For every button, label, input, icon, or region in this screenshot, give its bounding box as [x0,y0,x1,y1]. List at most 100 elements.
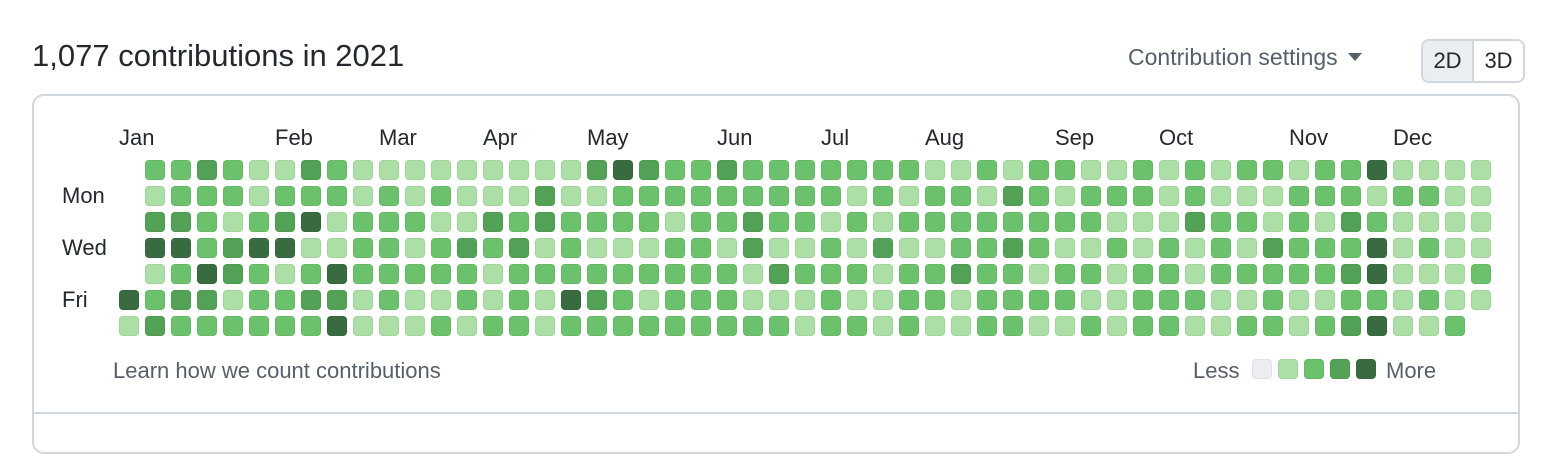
contribution-day-cell[interactable] [1055,186,1075,206]
contribution-day-cell[interactable] [1445,264,1465,284]
contribution-day-cell[interactable] [1107,290,1127,310]
contribution-day-cell[interactable] [665,186,685,206]
contribution-day-cell[interactable] [1263,212,1283,232]
contribution-day-cell[interactable] [613,264,633,284]
contribution-day-cell[interactable] [561,238,581,258]
contribution-day-cell[interactable] [457,186,477,206]
contribution-day-cell[interactable] [587,186,607,206]
contribution-day-cell[interactable] [1315,290,1335,310]
contribution-day-cell[interactable] [613,290,633,310]
contribution-day-cell[interactable] [1133,264,1153,284]
contribution-day-cell[interactable] [1289,160,1309,180]
contribution-day-cell[interactable] [1055,160,1075,180]
contribution-day-cell[interactable] [1211,238,1231,258]
contribution-day-cell[interactable] [925,264,945,284]
contribution-day-cell[interactable] [431,290,451,310]
contribution-day-cell[interactable] [639,186,659,206]
contribution-day-cell[interactable] [535,186,555,206]
contribution-day-cell[interactable] [353,160,373,180]
contribution-day-cell[interactable] [1263,238,1283,258]
contribution-day-cell[interactable] [847,264,867,284]
contribution-day-cell[interactable] [1315,238,1335,258]
contribution-day-cell[interactable] [379,290,399,310]
contribution-day-cell[interactable] [145,160,165,180]
contribution-day-cell[interactable] [171,238,191,258]
contribution-day-cell[interactable] [301,290,321,310]
contribution-day-cell[interactable] [1133,316,1153,336]
contribution-day-cell[interactable] [1393,264,1413,284]
contribution-day-cell[interactable] [509,186,529,206]
contribution-day-cell[interactable] [145,238,165,258]
contribution-day-cell[interactable] [1341,238,1361,258]
contribution-day-cell[interactable] [873,238,893,258]
contribution-day-cell[interactable] [951,264,971,284]
contribution-day-cell[interactable] [743,212,763,232]
contribution-day-cell[interactable] [1133,238,1153,258]
contribution-day-cell[interactable] [977,212,997,232]
contribution-day-cell[interactable] [691,238,711,258]
contribution-day-cell[interactable] [613,212,633,232]
contribution-day-cell[interactable] [457,264,477,284]
contribution-day-cell[interactable] [1107,316,1127,336]
contribution-day-cell[interactable] [1081,160,1101,180]
contribution-day-cell[interactable] [1185,212,1205,232]
contribution-day-cell[interactable] [1341,212,1361,232]
contribution-day-cell[interactable] [1029,186,1049,206]
contribution-day-cell[interactable] [509,316,529,336]
contribution-day-cell[interactable] [1133,186,1153,206]
contribution-day-cell[interactable] [275,186,295,206]
contribution-day-cell[interactable] [873,160,893,180]
contribution-day-cell[interactable] [1211,290,1231,310]
contribution-day-cell[interactable] [249,238,269,258]
contribution-day-cell[interactable] [1341,290,1361,310]
contribution-day-cell[interactable] [301,238,321,258]
contribution-day-cell[interactable] [301,160,321,180]
contribution-day-cell[interactable] [171,186,191,206]
contribution-day-cell[interactable] [509,238,529,258]
contribution-day-cell[interactable] [639,290,659,310]
contribution-day-cell[interactable] [1107,186,1127,206]
contribution-day-cell[interactable] [899,290,919,310]
contribution-day-cell[interactable] [639,238,659,258]
contribution-day-cell[interactable] [1289,238,1309,258]
contribution-day-cell[interactable] [665,212,685,232]
contribution-day-cell[interactable] [1055,264,1075,284]
contribution-day-cell[interactable] [1159,316,1179,336]
contribution-day-cell[interactable] [1367,160,1387,180]
contribution-day-cell[interactable] [977,238,997,258]
contribution-day-cell[interactable] [1003,186,1023,206]
contribution-day-cell[interactable] [1315,186,1335,206]
contribution-day-cell[interactable] [483,264,503,284]
contribution-day-cell[interactable] [1107,212,1127,232]
contribution-day-cell[interactable] [535,264,555,284]
contribution-day-cell[interactable] [873,264,893,284]
contribution-day-cell[interactable] [223,212,243,232]
contribution-day-cell[interactable] [951,212,971,232]
contribution-day-cell[interactable] [1237,186,1257,206]
contribution-day-cell[interactable] [847,238,867,258]
contribution-day-cell[interactable] [353,238,373,258]
contribution-day-cell[interactable] [275,160,295,180]
contribution-day-cell[interactable] [1315,212,1335,232]
contribution-day-cell[interactable] [587,160,607,180]
contribution-day-cell[interactable] [353,212,373,232]
contribution-day-cell[interactable] [1237,212,1257,232]
contribution-day-cell[interactable] [1263,264,1283,284]
contribution-day-cell[interactable] [431,316,451,336]
contribution-day-cell[interactable] [327,212,347,232]
contribution-day-cell[interactable] [795,238,815,258]
contribution-day-cell[interactable] [769,160,789,180]
contribution-day-cell[interactable] [405,290,425,310]
contribution-day-cell[interactable] [899,186,919,206]
contribution-day-cell[interactable] [847,290,867,310]
contribution-day-cell[interactable] [977,186,997,206]
contribution-day-cell[interactable] [483,212,503,232]
contribution-day-cell[interactable] [873,186,893,206]
contribution-day-cell[interactable] [639,316,659,336]
contribution-day-cell[interactable] [431,186,451,206]
contribution-day-cell[interactable] [405,238,425,258]
contribution-day-cell[interactable] [665,264,685,284]
contribution-day-cell[interactable] [1289,290,1309,310]
contribution-day-cell[interactable] [275,238,295,258]
contribution-day-cell[interactable] [1471,290,1491,310]
